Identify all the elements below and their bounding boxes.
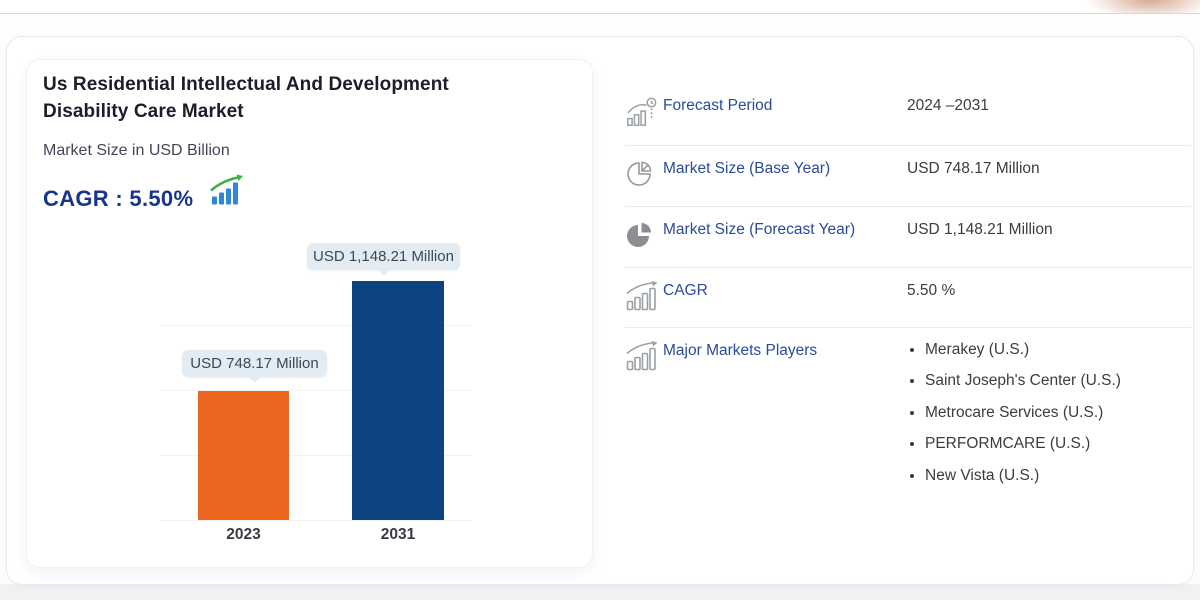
table-row-market-size-forecast: Market Size (Forecast Year) USD 1,148.21… <box>625 207 1191 268</box>
row-value: 2024 –2031 <box>907 97 989 114</box>
table-row-cagr: CAGR 5.50 % <box>625 268 1191 328</box>
data-label-2031: USD 1,148.21 Million <box>307 243 460 276</box>
gridline <box>160 325 472 326</box>
cagr-value-text: CAGR : 5.50% <box>43 186 194 211</box>
row-value: 5.50 % <box>907 282 956 299</box>
list-item: Merakey (U.S.) <box>925 339 1130 361</box>
key-facts-table: Forecast Period 2024 –2031 Market Size (… <box>625 83 1191 498</box>
list-item: Metrocare Services (U.S.) <box>925 402 1130 424</box>
bar-chart: USD 748.17 Million USD 1,148.21 Million … <box>27 60 592 567</box>
data-label-2023: USD 748.17 Million <box>182 350 327 383</box>
row-value: USD 748.17 Million <box>907 160 1040 177</box>
row-value: Merakey (U.S.) Saint Joseph's Center (U.… <box>907 339 1191 487</box>
pie-chart-outline-icon <box>625 157 663 195</box>
report-summary-card: Us Residential Intellectual And Developm… <box>6 36 1194 585</box>
forecast-chart-icon <box>625 94 663 134</box>
page-background-bottom <box>0 584 1200 600</box>
pie-chart-filled-icon <box>625 218 663 256</box>
cagr-highlight: CAGR : 5.50% <box>43 174 245 212</box>
row-value: USD 1,148.21 Million <box>907 221 1053 238</box>
bar-2031 <box>352 281 444 520</box>
page-title: Us Residential Intellectual And Developm… <box>43 74 449 122</box>
bar-2023 <box>198 391 289 520</box>
growth-chart-icon <box>209 174 245 212</box>
list-item: Saint Joseph's Center (U.S.) <box>925 370 1130 392</box>
gridline <box>160 520 472 521</box>
gridline <box>160 390 472 391</box>
gridline <box>160 455 472 456</box>
x-axis-label-2023: 2023 <box>226 526 261 543</box>
x-axis-label-2031: 2031 <box>380 526 416 543</box>
top-bar <box>0 0 1200 14</box>
major-players-list: Merakey (U.S.) Saint Joseph's Center (U.… <box>907 339 1130 487</box>
row-label: Market Size (Forecast Year) <box>663 221 856 238</box>
row-label: Major Markets Players <box>663 342 818 359</box>
top-corner-glow <box>1070 0 1200 13</box>
row-label: Forecast Period <box>663 97 773 114</box>
row-label: CAGR <box>663 282 708 299</box>
row-label: Market Size (Base Year) <box>663 160 831 177</box>
table-row-market-size-base: Market Size (Base Year) USD 748.17 Milli… <box>625 146 1191 207</box>
chart-subtitle: Market Size in USD Billion <box>43 142 230 159</box>
growth-bars-icon <box>625 339 663 376</box>
table-row-major-players: Major Markets Players Merakey (U.S.) Sai… <box>625 328 1191 498</box>
table-row-forecast-period: Forecast Period 2024 –2031 <box>625 83 1191 146</box>
list-item: New Vista (U.S.) <box>925 465 1130 487</box>
market-chart-card: Us Residential Intellectual And Developm… <box>26 59 593 568</box>
list-item: PERFORMCARE (U.S.) <box>925 433 1130 455</box>
growth-bars-icon <box>625 279 663 316</box>
